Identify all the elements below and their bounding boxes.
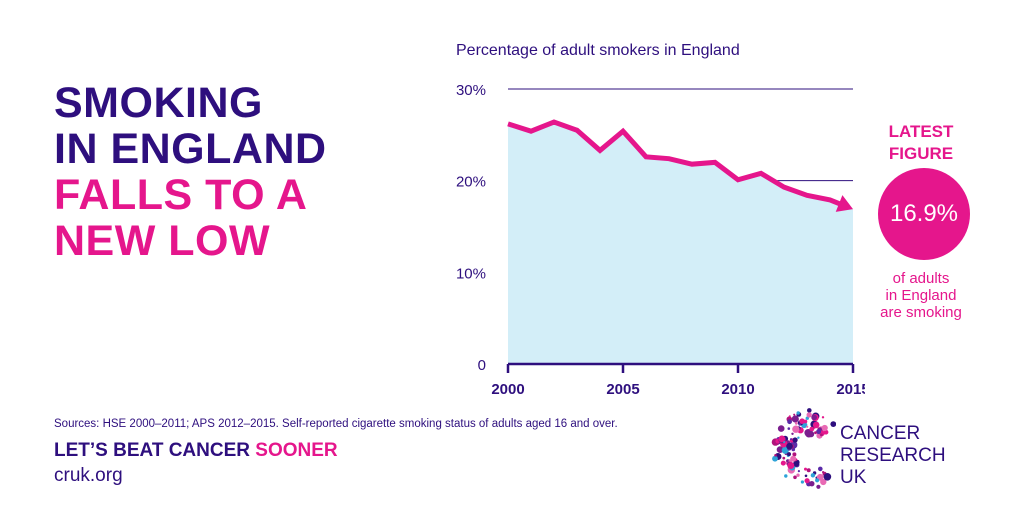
logo-dot xyxy=(792,437,798,443)
logo-dot xyxy=(797,470,800,473)
logo-dot xyxy=(781,446,789,454)
cruk-logo-icon xyxy=(771,408,836,489)
logo-dot xyxy=(806,412,812,418)
logo-dot xyxy=(782,456,786,460)
tagline: LET’S BEAT CANCER SOONER xyxy=(54,440,338,462)
logo-dot xyxy=(820,433,823,437)
logo-dot xyxy=(788,415,791,418)
tagline-main: LET’S BEAT CANCER xyxy=(54,440,256,461)
y-tick-label: 20% xyxy=(456,174,486,191)
label-layer: 0 10% 20% 30% 2000 2005 2010 2015 xyxy=(456,82,865,398)
latest-desc-line-2: in England xyxy=(885,287,957,304)
area-layer xyxy=(508,122,853,364)
cruk-logo-text: CANCER RESEARCH UK xyxy=(840,423,946,489)
logo-dot xyxy=(790,438,792,441)
logo-dot xyxy=(816,429,822,435)
logo-dot xyxy=(800,480,804,484)
logo-dot xyxy=(806,468,811,473)
logo-dot xyxy=(830,421,836,427)
logo-dot xyxy=(793,475,797,480)
latest-desc-line-1: of adults xyxy=(892,270,950,287)
logo-dot xyxy=(776,446,784,453)
logo-line-1: CANCER xyxy=(840,423,921,444)
logo-dot xyxy=(787,462,795,469)
logo-dot xyxy=(794,421,798,425)
logo-dot xyxy=(778,435,786,443)
logo-dot xyxy=(796,473,800,477)
logo-dot xyxy=(777,425,785,432)
smokers-line-chart: 0 10% 20% 30% 2000 2005 2010 2015 xyxy=(456,82,865,398)
tagline-accent: SOONER xyxy=(255,440,338,461)
x-tick-label: 2015 xyxy=(836,381,865,398)
logo-dot xyxy=(809,481,815,487)
y-tick-label: 30% xyxy=(456,82,486,99)
y-tick-label: 0 xyxy=(478,357,486,374)
logo-dot xyxy=(790,455,797,462)
logo-dot xyxy=(811,414,817,421)
logo-dot xyxy=(797,436,800,439)
logo-dot xyxy=(823,473,832,481)
logo-dot xyxy=(821,424,828,432)
latest-figure-label: LATEST FIGURE xyxy=(866,121,976,165)
logo-dot xyxy=(810,473,816,478)
logo-dot xyxy=(787,452,791,457)
logo-dot xyxy=(786,459,789,463)
logo-dot xyxy=(786,442,793,450)
logo-dot xyxy=(784,474,788,478)
logo-line-2: RESEARCH xyxy=(840,445,946,466)
x-tick-label: 2005 xyxy=(606,381,639,398)
logo-dot xyxy=(812,421,820,429)
logo-dot xyxy=(780,460,786,466)
x-tick-label: 2010 xyxy=(721,381,754,398)
logo-dot xyxy=(807,430,815,438)
logo-dot xyxy=(793,460,800,467)
logo-dot xyxy=(772,455,778,462)
latest-label-line-2: FIGURE xyxy=(888,144,954,163)
series-line xyxy=(507,119,843,207)
logo-dot xyxy=(804,474,808,478)
headline-line-4: NEW LOW xyxy=(54,217,271,265)
sources-note: Sources: HSE 2000–2011; APS 2012–2015. S… xyxy=(54,418,618,430)
chart-title: Percentage of adult smokers in England xyxy=(456,42,740,59)
latest-label-line-1: LATEST xyxy=(888,122,954,141)
logo-dot xyxy=(787,419,792,425)
logo-dot xyxy=(816,484,821,489)
website-link[interactable]: cruk.org xyxy=(54,465,123,486)
logo-dot xyxy=(806,425,809,428)
latest-desc-line-3: are smoking xyxy=(880,304,962,321)
latest-figure-description: of adults in England are smoking xyxy=(866,270,976,321)
series-area xyxy=(508,122,853,364)
x-tick-label: 2000 xyxy=(491,381,524,398)
logo-dot xyxy=(809,426,815,432)
logo-dot xyxy=(814,431,817,435)
logo-dot xyxy=(798,423,801,426)
headline-line-2: IN ENGLAND xyxy=(54,125,327,173)
logo-dot xyxy=(793,413,796,416)
logo-dot xyxy=(787,427,791,430)
logo-line-3: UK xyxy=(840,467,867,488)
headline-line-1: SMOKING xyxy=(54,79,263,127)
logo-dot xyxy=(792,425,800,433)
logo-dot xyxy=(792,452,797,457)
logo-dot xyxy=(815,478,820,483)
logo-dot xyxy=(821,416,825,419)
logo-dot xyxy=(804,478,810,484)
logo-dot xyxy=(804,467,807,471)
line-layer xyxy=(507,119,854,212)
logo-dot xyxy=(807,408,812,413)
logo-dot xyxy=(791,415,799,423)
logo-dot xyxy=(818,466,823,472)
latest-figure-badge: 16.9% xyxy=(878,168,970,260)
axis-layer xyxy=(506,362,855,373)
series-arrowhead xyxy=(835,195,853,212)
logo-dot xyxy=(791,432,794,435)
logo-dot xyxy=(799,418,805,424)
headline: SMOKING IN ENGLAND FALLS TO A NEW LOW xyxy=(54,80,327,264)
logo-dot xyxy=(796,411,800,415)
logo-dot xyxy=(796,460,800,463)
y-tick-label: 10% xyxy=(456,265,486,282)
headline-line-3: FALLS TO A xyxy=(54,171,308,219)
logo-dot xyxy=(774,454,777,457)
